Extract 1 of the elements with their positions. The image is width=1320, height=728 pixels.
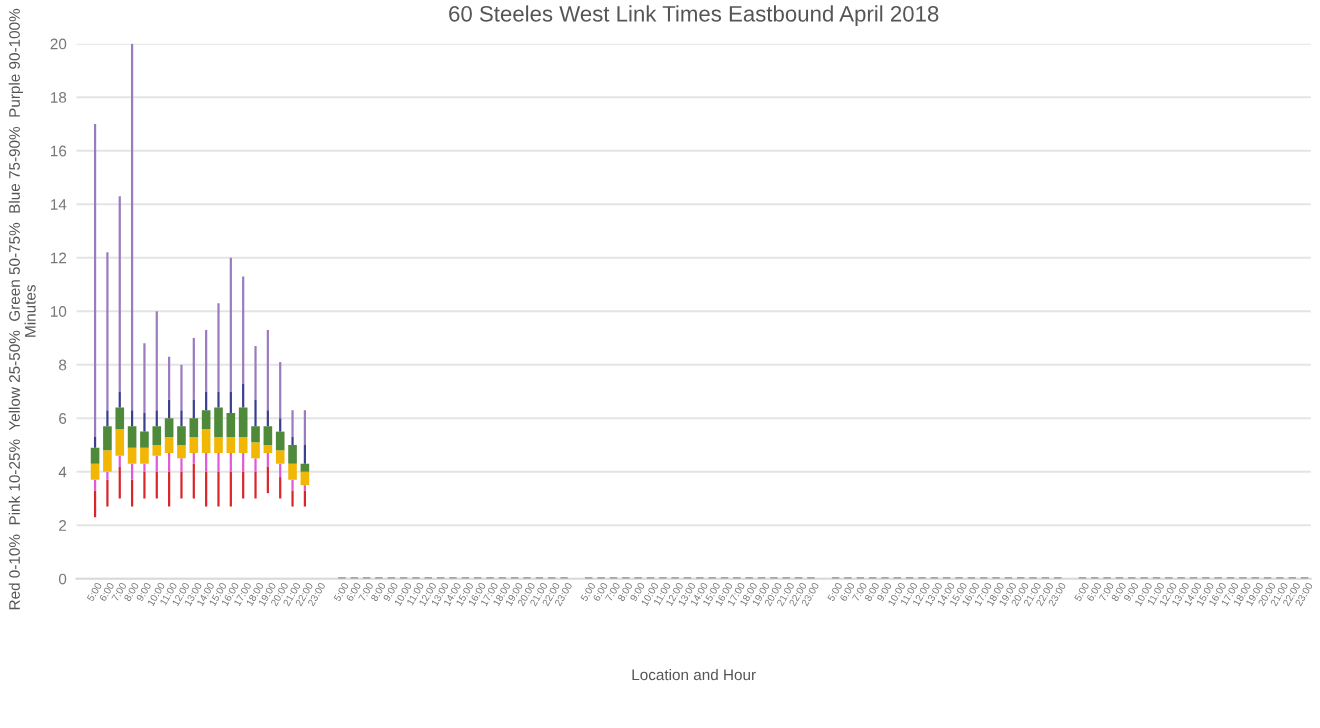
chart-title: 60 Steeles West Link Times Eastbound April 2018	[449, 5, 939, 27]
